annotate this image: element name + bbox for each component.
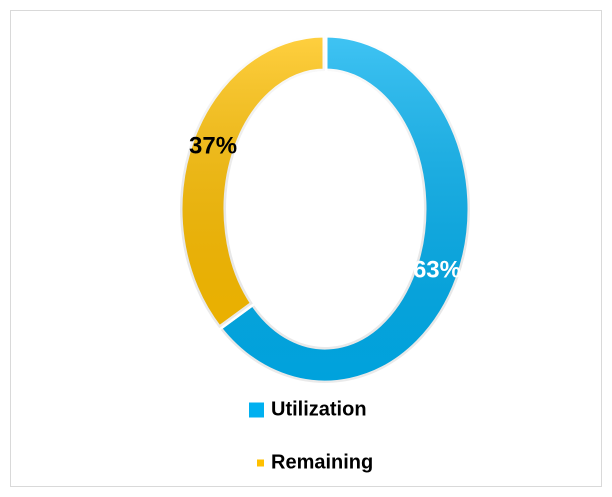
data-label: 63% [413, 256, 461, 283]
slice-shade [219, 35, 470, 383]
chart-border [10, 10, 602, 487]
legend-swatch [257, 459, 264, 467]
slice-shade [179, 35, 325, 329]
legend-label: Remaining [271, 451, 373, 473]
legend-label: Utilization [271, 398, 367, 420]
legend-swatch [249, 402, 264, 418]
data-label: 37% [189, 132, 237, 159]
